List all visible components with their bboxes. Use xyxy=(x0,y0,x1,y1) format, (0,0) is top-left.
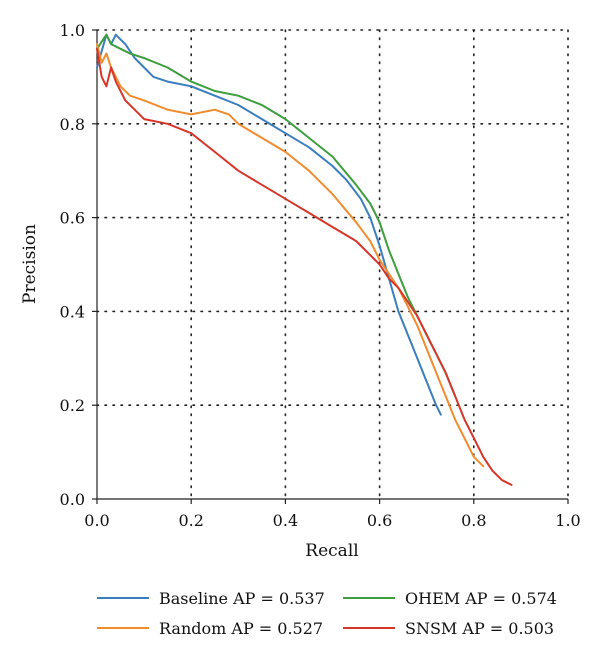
x-axis-title: Recall xyxy=(305,541,358,561)
series-line-3 xyxy=(96,47,513,486)
series-line-1 xyxy=(96,33,456,397)
y-axis-title: Precision xyxy=(20,224,40,304)
grid-lines xyxy=(96,29,569,500)
legend-label-0: Baseline AP = 0.537 xyxy=(159,589,325,608)
y-tick-label: 1.0 xyxy=(60,21,85,40)
x-tick-label: 1.0 xyxy=(555,511,580,530)
x-tick-label: 0.2 xyxy=(178,511,203,530)
legend-label-1: OHEM AP = 0.574 xyxy=(405,589,557,608)
axes xyxy=(92,29,569,504)
y-tick-label: 0.0 xyxy=(60,490,85,509)
y-tick-labels: 0.0 0.2 0.4 0.6 0.8 1.0 xyxy=(60,21,85,509)
series-lines xyxy=(96,33,513,486)
x-tick-label: 0.8 xyxy=(461,511,486,530)
y-tick-label: 0.8 xyxy=(60,115,85,134)
series-line-0 xyxy=(96,33,442,416)
x-tick-label: 0.0 xyxy=(84,511,109,530)
legend-label-2: Random AP = 0.527 xyxy=(159,619,323,638)
x-tick-labels: 0.0 0.2 0.4 0.6 0.8 1.0 xyxy=(84,511,580,530)
legend: Baseline AP = 0.537 OHEM AP = 0.574 Random… xyxy=(97,589,557,638)
legend-label-3: SNSM AP = 0.503 xyxy=(405,619,554,638)
series-line-2 xyxy=(96,43,485,468)
y-tick-label: 0.4 xyxy=(60,302,85,321)
y-tick-label: 0.6 xyxy=(60,209,85,228)
x-tick-label: 0.4 xyxy=(273,511,298,530)
x-tick-label: 0.6 xyxy=(367,511,392,530)
y-tick-label: 0.2 xyxy=(60,396,85,415)
